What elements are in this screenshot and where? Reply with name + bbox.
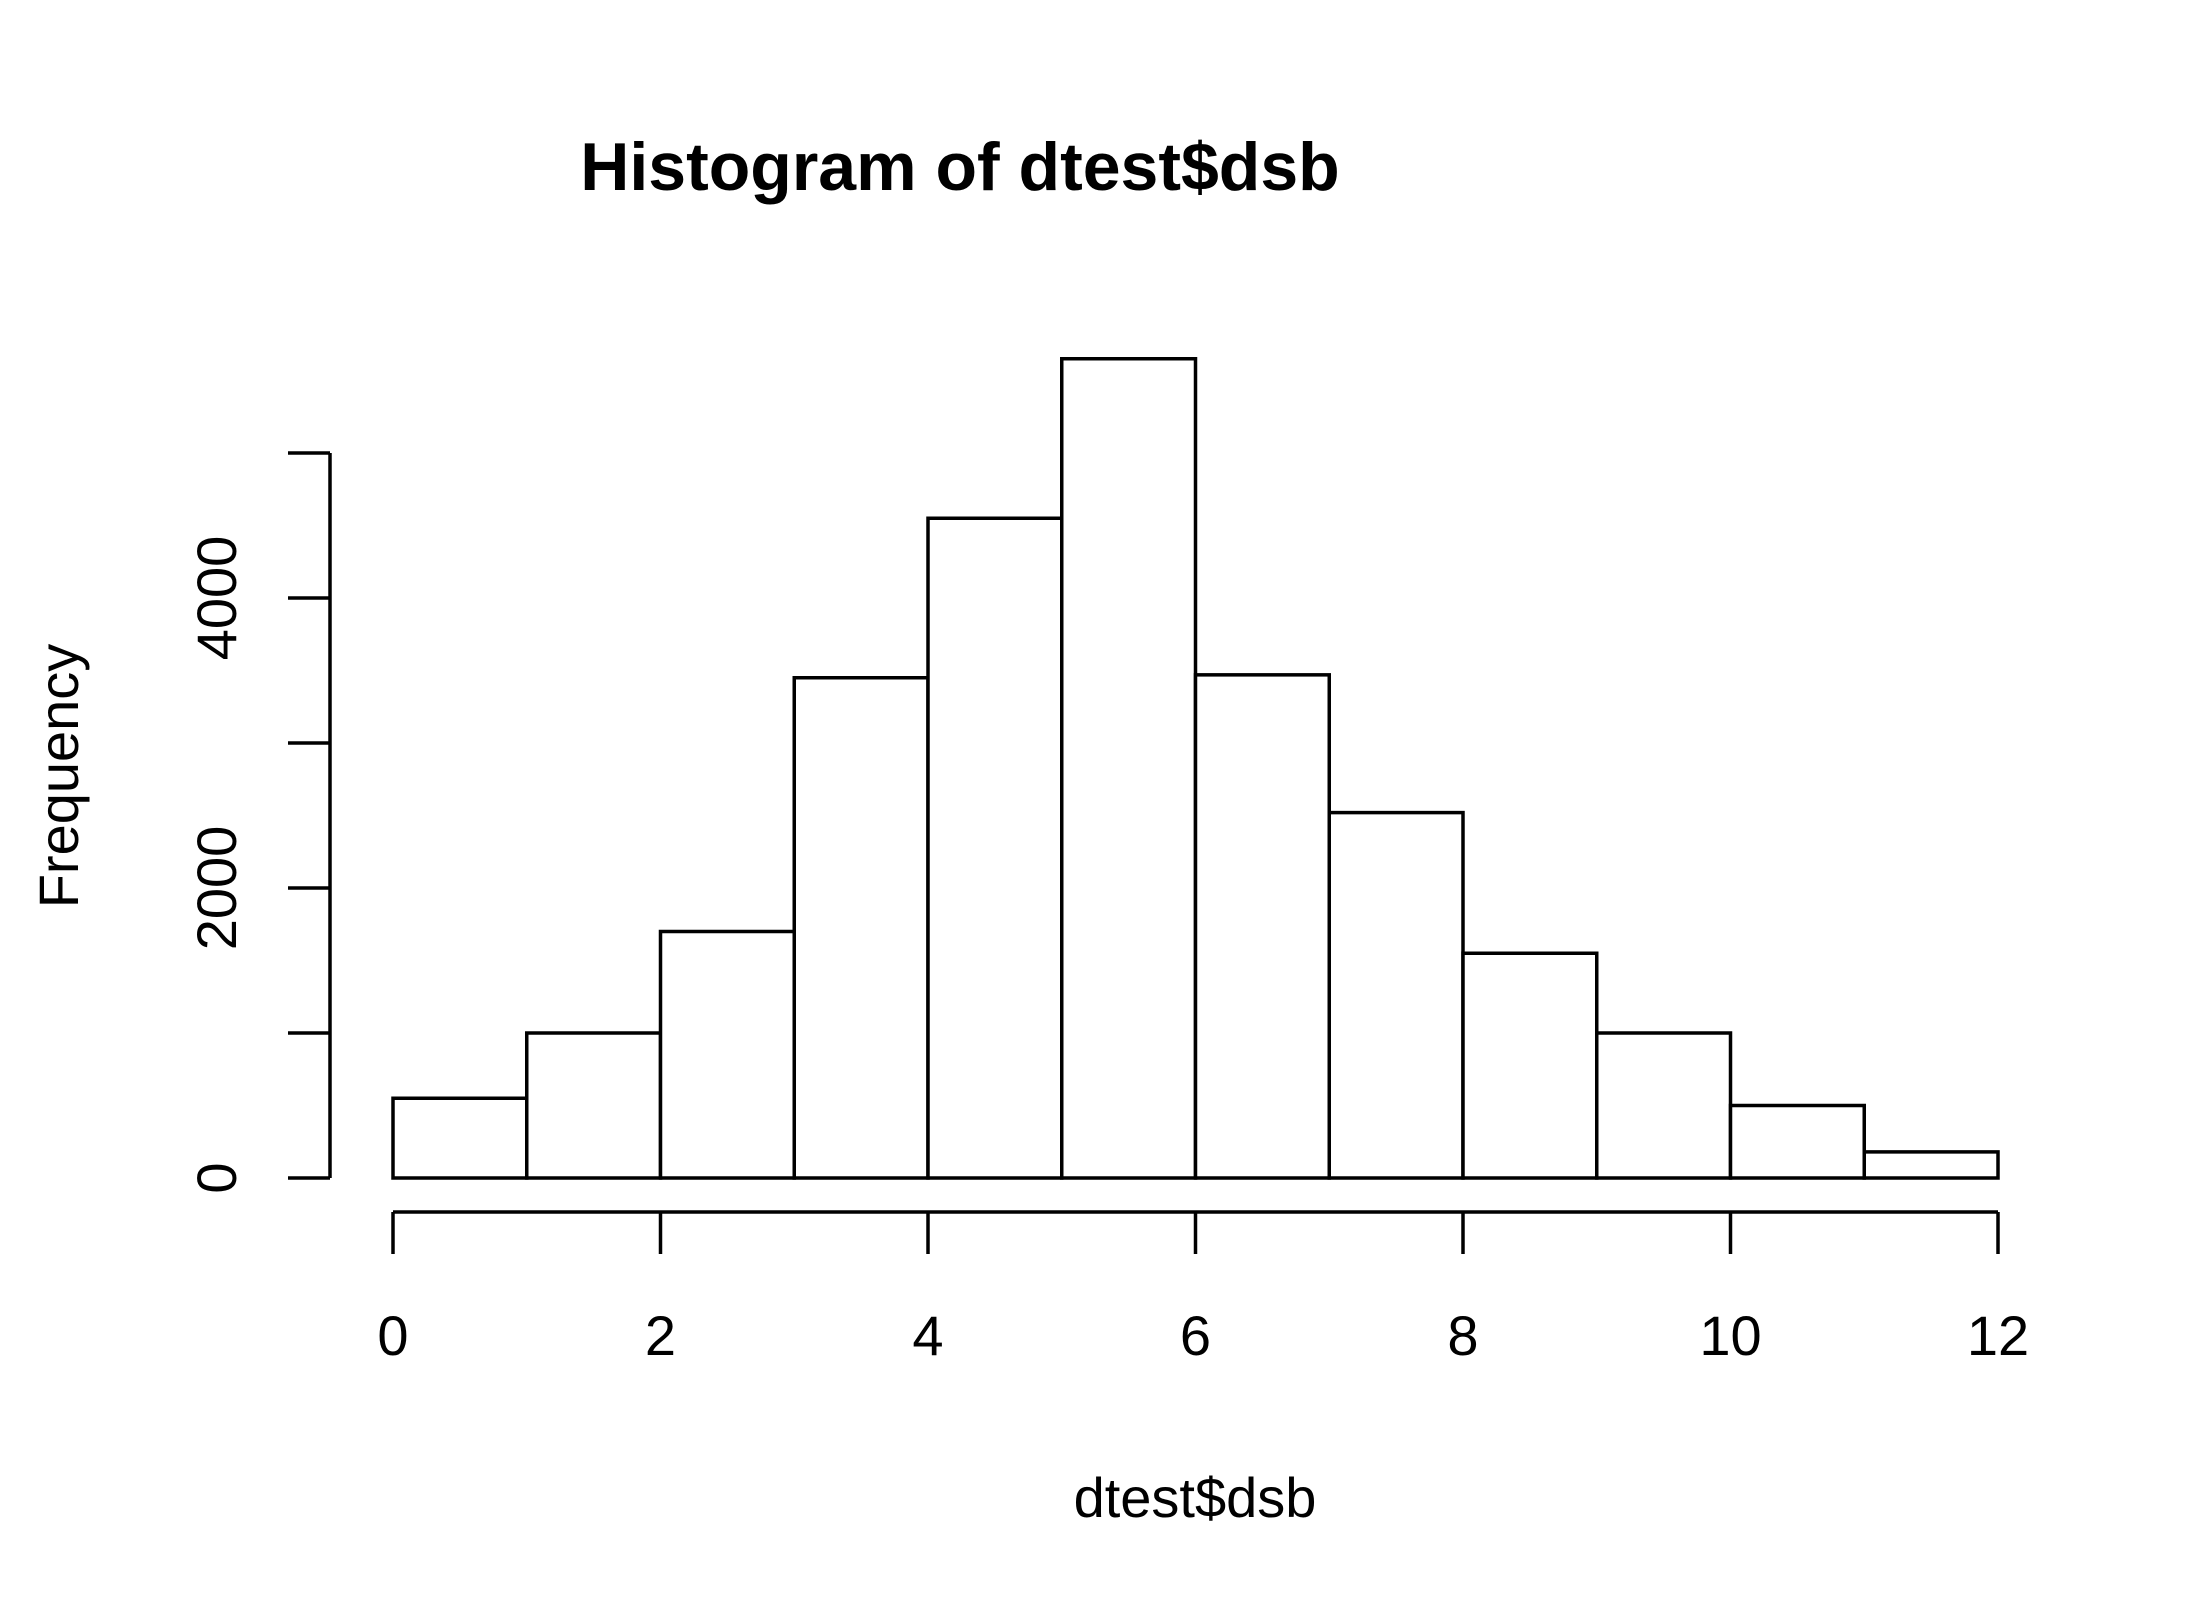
- y-tick-label: 4000: [185, 536, 248, 661]
- x-axis-label: dtest$dsb: [1074, 1466, 1317, 1529]
- y-axis-label: Frequency: [27, 644, 90, 909]
- histogram-bar: [792, 676, 930, 1180]
- bars-group: [391, 357, 2000, 1180]
- y-tick-label: 2000: [185, 826, 248, 951]
- x-tick-label: 2: [645, 1304, 676, 1367]
- x-axis: 0 2 4 6 8 10 12: [377, 1210, 2029, 1367]
- x-tick-label: 12: [1967, 1304, 2029, 1367]
- y-axis: 0 2000 4000: [185, 451, 332, 1194]
- histogram-bar: [1728, 1103, 1866, 1180]
- histogram-bar: [658, 929, 796, 1180]
- histogram-bar: [1862, 1150, 2000, 1180]
- histogram-bar: [1327, 810, 1465, 1180]
- histogram-bar: [926, 516, 1064, 1180]
- histogram-bar: [525, 1031, 663, 1180]
- chart-title: Histogram of dtest$dsb: [580, 129, 1339, 205]
- histogram-bar: [1193, 673, 1331, 1180]
- y-tick-label: 0: [185, 1162, 248, 1193]
- x-tick-label: 6: [1180, 1304, 1211, 1367]
- histogram-bar: [1060, 357, 1198, 1180]
- x-tick-label: 10: [1699, 1304, 1761, 1367]
- x-tick-label: 8: [1447, 1304, 1478, 1367]
- histogram-bar: [1595, 1031, 1733, 1180]
- x-tick-label: 4: [912, 1304, 943, 1367]
- histogram-bar: [391, 1096, 529, 1180]
- histogram-bar: [1461, 951, 1599, 1180]
- x-tick-label: 0: [377, 1304, 408, 1367]
